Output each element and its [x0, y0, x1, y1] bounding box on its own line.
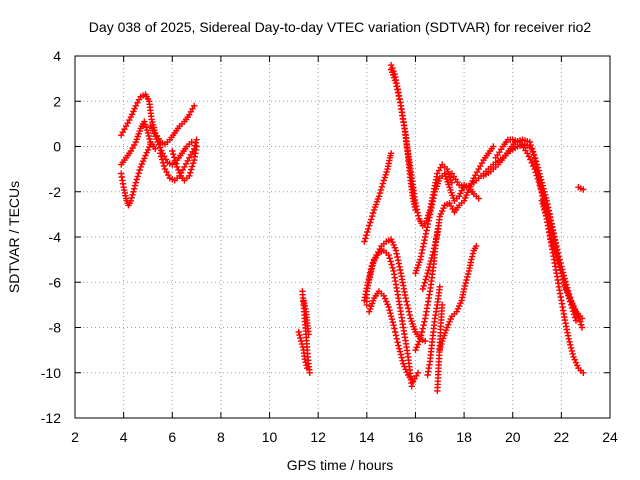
- series-t26: [538, 197, 580, 324]
- series-t22: [436, 242, 480, 354]
- x-tick-label: 20: [505, 429, 521, 445]
- data-marks: [118, 61, 587, 395]
- series-marks: [361, 236, 429, 345]
- x-tick-label: 16: [408, 429, 424, 445]
- series-t3: [118, 141, 154, 209]
- series-marks: [412, 222, 442, 354]
- x-tick-label: 12: [310, 429, 326, 445]
- grid-layer: [75, 56, 610, 418]
- y-tick-label: -8: [49, 320, 62, 336]
- y-tick-label: -4: [49, 229, 62, 245]
- series-marks: [538, 197, 580, 324]
- series-marks: [366, 288, 422, 385]
- series-marks: [118, 141, 154, 209]
- series-marks: [436, 242, 480, 354]
- x-tick-label: 4: [120, 429, 128, 445]
- y-tick-label: -2: [49, 184, 62, 200]
- series-marks: [448, 141, 586, 322]
- y-tick-label: 2: [53, 93, 61, 109]
- series-t9: [295, 328, 311, 372]
- x-axis-label: GPS time / hours: [287, 457, 394, 473]
- series-marks: [300, 297, 312, 338]
- series-marks: [361, 150, 395, 245]
- series-marks: [295, 328, 311, 372]
- x-tick-label: 8: [217, 429, 225, 445]
- series-t7: [169, 143, 200, 184]
- y-tick-label: -12: [41, 410, 61, 426]
- series-t20: [424, 283, 443, 379]
- y-tick-label: 0: [53, 139, 61, 155]
- x-tick-label: 24: [602, 429, 618, 445]
- series-marks: [575, 184, 587, 193]
- chart-title: Day 038 of 2025, Sidereal Day-to-day VTE…: [89, 19, 592, 35]
- series-t10: [300, 297, 312, 338]
- y-tick-label: 4: [53, 48, 61, 64]
- series-t23: [448, 141, 586, 322]
- x-tick-label: 22: [554, 429, 570, 445]
- x-tick-label: 10: [262, 429, 278, 445]
- x-tick-label: 18: [456, 429, 472, 445]
- series-marks: [169, 143, 200, 184]
- x-tick-label: 14: [359, 429, 375, 445]
- y-axis-label: SDTVAR / TECUs: [6, 181, 22, 293]
- series-t14: [361, 150, 395, 245]
- series-t12: [361, 236, 429, 345]
- x-tick-label: 2: [71, 429, 79, 445]
- series-marks: [424, 283, 443, 379]
- y-tick-label: -6: [49, 274, 62, 290]
- series-t13: [366, 288, 422, 385]
- x-tick-label: 6: [168, 429, 176, 445]
- series-t19: [412, 222, 442, 354]
- y-tick-label: -10: [41, 365, 61, 381]
- series-t27: [575, 184, 587, 193]
